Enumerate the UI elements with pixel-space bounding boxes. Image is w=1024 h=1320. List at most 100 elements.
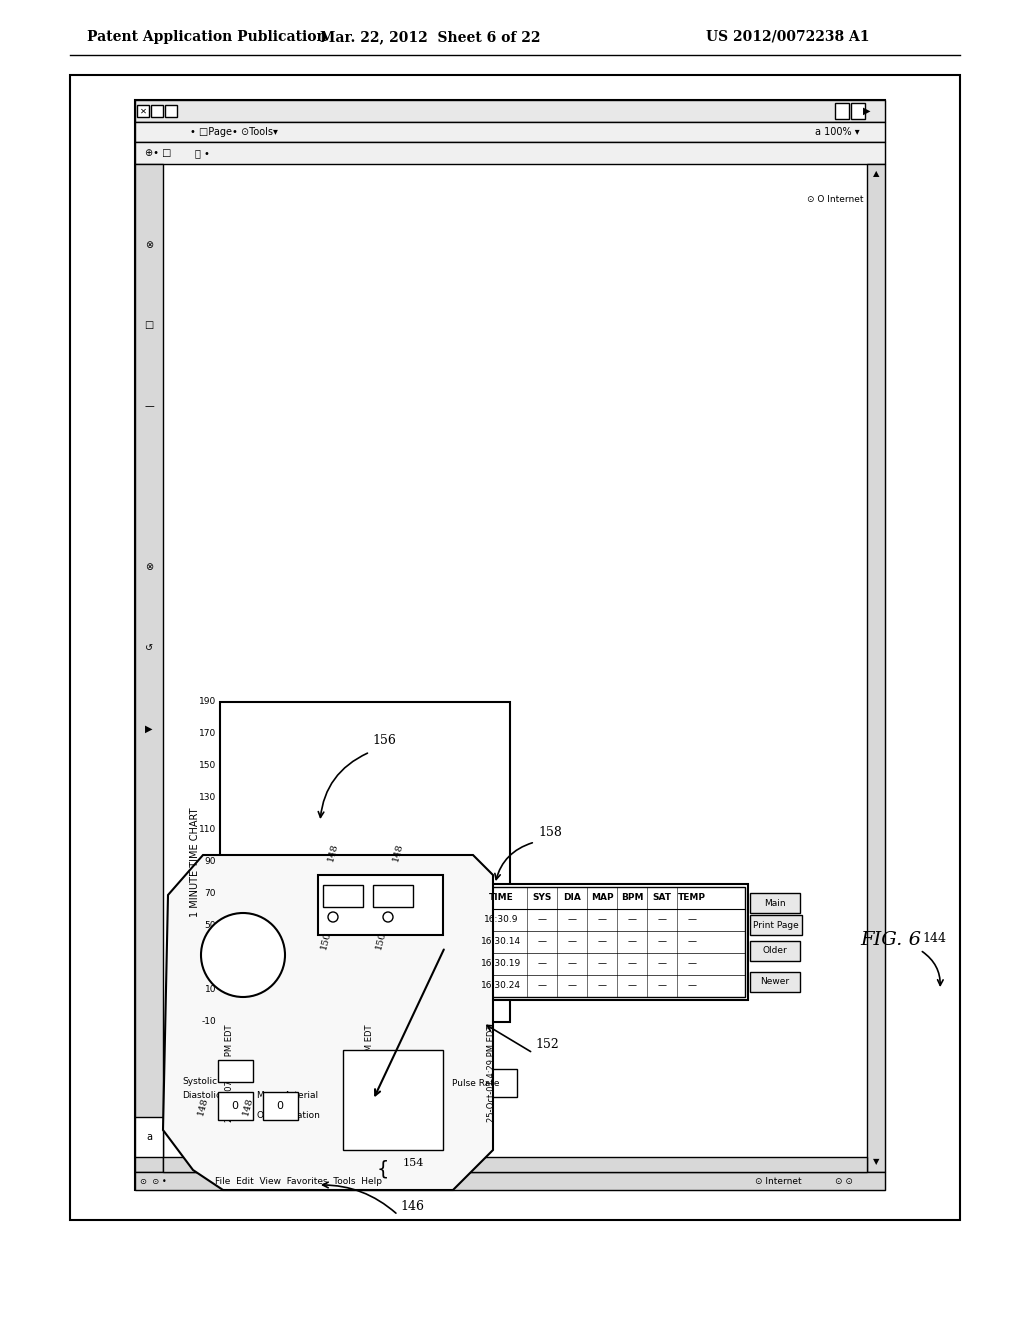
Bar	[373, 884, 413, 907]
Bar	[135, 164, 163, 1172]
Text: 25-Oct-07 4:28 PM EDT: 25-Oct-07 4:28 PM EDT	[365, 1026, 374, 1122]
Text: —: —	[597, 960, 606, 969]
PathPatch shape	[163, 855, 493, 1191]
Bar	[247, 1092, 255, 1100]
Text: SAT: SAT	[652, 894, 672, 903]
Text: SYS: SYS	[532, 894, 552, 903]
Text: 154: 154	[403, 1158, 424, 1168]
Text: Patent Application Publication: Patent Application Publication	[87, 30, 327, 44]
Text: —: —	[538, 937, 547, 946]
Text: a 100% ▾: a 100% ▾	[815, 127, 859, 137]
Bar	[220, 702, 510, 1022]
Bar	[750, 941, 800, 961]
Bar	[163, 1158, 867, 1172]
Text: —: —	[687, 960, 696, 969]
Text: —: —	[657, 916, 667, 924]
Bar	[318, 875, 443, 935]
Bar	[750, 915, 802, 936]
Text: —: —	[597, 937, 606, 946]
Text: ⊙ ⊙: ⊙ ⊙	[835, 1176, 853, 1185]
Text: —: —	[567, 960, 577, 969]
Text: 25-Oct-07 4:29 PM EDT: 25-Oct-07 4:29 PM EDT	[486, 1026, 496, 1122]
Text: 16:30.9: 16:30.9	[483, 916, 518, 924]
Text: DIA: DIA	[563, 894, 581, 903]
Text: -99: -99	[335, 891, 351, 902]
Text: 152: 152	[535, 1038, 559, 1051]
Bar	[135, 1117, 163, 1158]
Text: TIME: TIME	[488, 894, 513, 903]
Text: ▶: ▶	[145, 723, 153, 734]
Text: BPM: BPM	[621, 894, 643, 903]
Text: 148: 148	[327, 842, 340, 863]
Text: 150: 150	[374, 931, 388, 950]
Text: 16:30.14: 16:30.14	[481, 937, 521, 946]
Bar	[851, 103, 865, 119]
Bar	[167, 1067, 432, 1127]
Text: —: —	[687, 937, 696, 946]
Bar	[750, 894, 800, 913]
Text: ▼: ▼	[872, 1158, 880, 1167]
Bar	[263, 1092, 298, 1119]
Text: -10: -10	[202, 1018, 216, 1027]
Text: 0: 0	[231, 1101, 239, 1111]
Text: Diastolic: Diastolic	[182, 1090, 221, 1100]
Text: 0: 0	[276, 1101, 284, 1111]
Text: —: —	[657, 937, 667, 946]
Text: {: {	[377, 1160, 389, 1179]
Text: ⊙  ⊙ •: ⊙ ⊙ •	[140, 1176, 167, 1185]
Text: ⊙ Internet: ⊙ Internet	[755, 1176, 802, 1185]
Bar	[750, 972, 800, 993]
Text: 190: 190	[199, 697, 216, 706]
Text: FIG. 6: FIG. 6	[860, 931, 921, 949]
Text: —: —	[597, 916, 606, 924]
Bar	[442, 1078, 450, 1086]
Text: —: —	[567, 982, 577, 990]
Text: 90: 90	[205, 858, 216, 866]
Bar	[247, 1111, 255, 1119]
Bar	[218, 1060, 253, 1082]
Text: 156: 156	[372, 734, 396, 747]
Text: 🖨 •: 🖨 •	[195, 148, 210, 158]
Bar	[137, 106, 150, 117]
Circle shape	[328, 912, 338, 921]
Text: 150: 150	[319, 931, 333, 950]
Text: —: —	[538, 960, 547, 969]
Text: —: —	[687, 982, 696, 990]
Text: 148: 148	[391, 842, 404, 863]
Text: ▲: ▲	[872, 169, 880, 178]
Text: —: —	[628, 937, 637, 946]
Bar	[70, 75, 961, 1220]
Text: 148: 148	[197, 1096, 210, 1117]
Text: —: —	[538, 982, 547, 990]
Text: ⊗: ⊗	[145, 240, 153, 249]
Text: 30: 30	[205, 953, 216, 962]
Text: • □Page• ⊙Tools▾: • □Page• ⊙Tools▾	[190, 127, 278, 137]
Text: —: —	[567, 916, 577, 924]
Text: ↺: ↺	[145, 643, 153, 653]
Text: Pulse Rate: Pulse Rate	[452, 1078, 500, 1088]
Text: —: —	[687, 916, 696, 924]
Text: —: —	[657, 982, 667, 990]
Text: TEMP: TEMP	[678, 894, 706, 903]
Text: Main: Main	[764, 899, 785, 908]
Text: US 2012/0072238 A1: US 2012/0072238 A1	[707, 30, 870, 44]
Bar	[151, 106, 163, 117]
Text: MAP: MAP	[591, 894, 613, 903]
Text: —: —	[628, 916, 637, 924]
Bar	[135, 100, 885, 121]
Text: 70: 70	[205, 890, 216, 899]
Text: —: —	[628, 960, 637, 969]
Text: 146: 146	[400, 1200, 424, 1213]
Bar	[343, 1049, 443, 1150]
Bar	[172, 1077, 180, 1085]
Text: ✕: ✕	[139, 107, 146, 116]
Bar	[835, 103, 849, 119]
Text: —: —	[657, 960, 667, 969]
Text: —: —	[144, 401, 154, 411]
Text: 50: 50	[205, 921, 216, 931]
Bar	[323, 884, 362, 907]
Circle shape	[383, 912, 393, 921]
Text: ⊕• □: ⊕• □	[145, 148, 171, 158]
Text: Mar. 22, 2012  Sheet 6 of 22: Mar. 22, 2012 Sheet 6 of 22	[319, 30, 541, 44]
Circle shape	[201, 913, 285, 997]
